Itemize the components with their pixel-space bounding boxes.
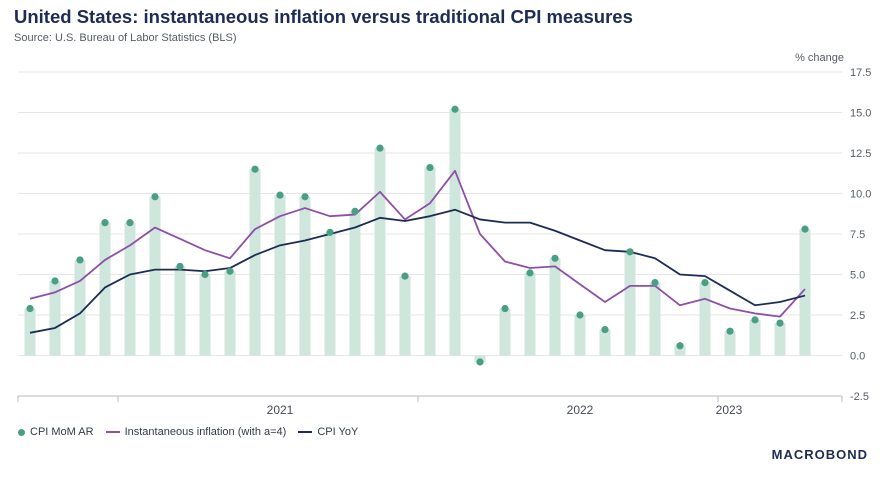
- data-point: [76, 256, 84, 264]
- y-tick-label: 15.0: [850, 108, 871, 120]
- bar: [774, 323, 786, 356]
- data-point: [26, 304, 34, 313]
- data-point: [376, 144, 384, 152]
- y-tick-label: -2.5: [850, 391, 869, 403]
- legend-dot-icon: [18, 428, 25, 436]
- data-point: [501, 304, 509, 313]
- data-point: [276, 191, 284, 199]
- bar: [149, 196, 161, 356]
- y-tick-label: 0.0: [850, 351, 865, 363]
- bar: [524, 272, 536, 356]
- bar: [399, 276, 411, 356]
- bar: [549, 258, 561, 356]
- chart-subtitle: Source: U.S. Bureau of Labor Statistics …: [14, 32, 237, 44]
- bar: [274, 195, 286, 356]
- legend: CPI MoM AR Instantaneous inflation (with…: [18, 426, 358, 438]
- legend-label: CPI MoM AR: [30, 426, 94, 438]
- bar: [324, 232, 336, 356]
- data-point: [201, 270, 209, 279]
- bar: [249, 169, 261, 356]
- bar: [599, 329, 611, 356]
- y-tick-label: 12.5: [850, 148, 871, 160]
- x-tick-label: 2022: [567, 403, 594, 417]
- data-point: [526, 269, 534, 277]
- y-tick-label: 7.5: [850, 229, 865, 241]
- data-point: [701, 279, 709, 287]
- data-point: [251, 165, 259, 173]
- legend-item-instantaneous: Instantaneous inflation (with a=4): [105, 426, 287, 438]
- data-point: [476, 358, 484, 366]
- data-point: [176, 262, 184, 270]
- bar: [699, 282, 711, 356]
- bar: [74, 259, 86, 356]
- bar: [449, 109, 461, 356]
- data-point: [676, 342, 684, 350]
- data-point: [401, 272, 409, 280]
- legend-line-icon: [105, 431, 120, 433]
- data-point: [426, 163, 434, 172]
- data-point: [351, 207, 359, 215]
- bar: [674, 345, 686, 356]
- data-point: [51, 277, 59, 285]
- data-point: [226, 267, 234, 275]
- bar: [349, 211, 361, 356]
- legend-item-cpi-yoy: CPI YoY: [298, 426, 358, 438]
- chart-title: United States: instantaneous inflation v…: [14, 6, 633, 27]
- bar: [724, 331, 736, 356]
- bar: [224, 271, 236, 356]
- series-line-instantaneous-inflation: [29, 169, 806, 318]
- bar: [424, 167, 436, 356]
- x-tick-label: 2021: [267, 403, 294, 417]
- chart-plot: 17.5 15.0 12.5 10.0 7.5 5.0 2.5 0.0 -2.5 2021 2022…: [17, 67, 871, 417]
- bar: [299, 196, 311, 356]
- bar: [199, 274, 211, 356]
- data-point: [751, 316, 759, 324]
- data-point: [101, 219, 109, 227]
- brand-logo: MACROBOND: [771, 447, 868, 462]
- data-point: [126, 219, 134, 227]
- y-tick-label: 2.5: [850, 310, 865, 322]
- bar: [749, 319, 761, 356]
- data-point: [651, 279, 659, 287]
- y-tick-label: 5.0: [850, 270, 865, 282]
- bar: [499, 308, 511, 356]
- data-point: [776, 319, 784, 327]
- data-point: [451, 105, 459, 113]
- data-point: [551, 254, 559, 262]
- legend-line-icon: [298, 431, 313, 433]
- data-point: [326, 228, 334, 236]
- data-point: [726, 327, 734, 335]
- legend-item-cpi-mom-ar: CPI MoM AR: [18, 426, 94, 438]
- data-point: [301, 193, 309, 201]
- data-point: [151, 193, 159, 201]
- bar: [99, 222, 111, 356]
- y-tick-label: 10.0: [850, 189, 871, 201]
- bar: [649, 282, 661, 356]
- y-tick-label: 17.5: [850, 67, 871, 79]
- x-tick-label: 2023: [716, 403, 743, 417]
- bar: [624, 251, 636, 356]
- data-point: [576, 311, 584, 319]
- bar: [374, 148, 386, 356]
- data-point: [601, 325, 609, 334]
- y-axis-unit: % change: [795, 52, 844, 64]
- legend-label: Instantaneous inflation (with a=4): [124, 426, 287, 438]
- bar: [574, 315, 586, 356]
- bar: [799, 229, 811, 356]
- bar: [174, 266, 186, 356]
- bar: [124, 222, 136, 356]
- data-point: [801, 225, 809, 233]
- bar: [49, 280, 61, 356]
- legend-label: CPI YoY: [317, 426, 359, 438]
- series-line-cpi-yoy: [29, 208, 806, 334]
- data-point: [626, 248, 634, 256]
